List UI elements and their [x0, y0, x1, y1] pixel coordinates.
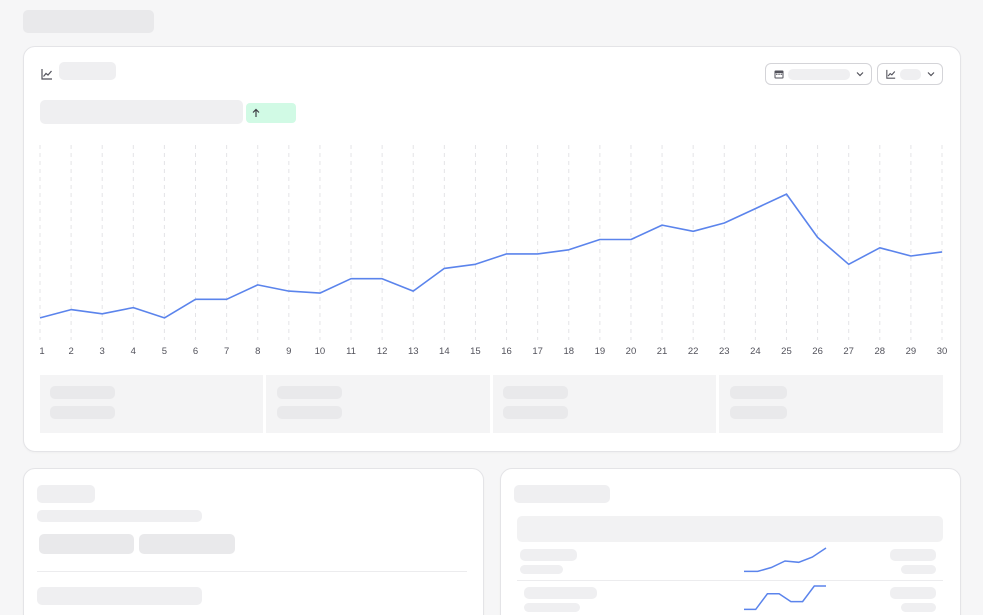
row-subvalue-placeholder	[901, 603, 936, 612]
x-tick-label: 16	[501, 346, 512, 357]
stat-label-placeholder	[277, 386, 342, 399]
x-tick-label: 8	[255, 346, 261, 357]
stat-label-placeholder	[50, 386, 115, 399]
x-tick-label: 12	[376, 346, 388, 357]
x-tick-label: 25	[781, 346, 792, 357]
x-tick-label: 21	[656, 346, 668, 357]
x-tick-label: 14	[439, 346, 450, 357]
card-title-placeholder	[37, 485, 95, 503]
divider	[517, 580, 943, 581]
arrow-up-icon	[252, 108, 260, 117]
sparkline-chart	[744, 547, 827, 573]
x-tick-label: 11	[346, 346, 356, 357]
row-label-placeholder	[520, 549, 577, 561]
filter-chip-placeholder[interactable]	[39, 534, 134, 554]
sparkline	[744, 585, 826, 611]
stat-cell	[493, 375, 716, 433]
row-sublabel-placeholder	[524, 603, 580, 612]
line-chart-icon	[41, 69, 52, 80]
stat-cell	[719, 375, 943, 433]
row-value-placeholder	[890, 587, 936, 599]
chevron-down-icon	[856, 72, 864, 77]
x-tick-label: 22	[687, 346, 699, 357]
x-tick-label: 2	[68, 346, 74, 357]
sparkline-chart	[744, 585, 826, 611]
x-tick-label: 5	[161, 346, 168, 357]
row-label-placeholder	[524, 587, 597, 599]
table-header-placeholder	[517, 516, 943, 542]
trend-badge	[246, 103, 296, 123]
x-tick-label: 7	[223, 346, 230, 357]
x-tick-label: 27	[843, 346, 854, 357]
chart-type-dropdown[interactable]	[877, 63, 943, 85]
x-tick-label: 4	[130, 346, 136, 357]
row-subvalue-placeholder	[901, 565, 936, 574]
x-tick-label: 23	[718, 346, 730, 357]
x-tick-label: 20	[625, 346, 637, 357]
x-tick-label: 28	[874, 346, 886, 357]
series-line	[39, 193, 943, 319]
card-title-placeholder	[514, 485, 610, 503]
x-tick-label: 17	[532, 346, 543, 357]
stat-cell	[40, 375, 263, 433]
line-chart-icon	[886, 69, 896, 79]
x-tick-label: 10	[314, 346, 326, 357]
card-subtitle-placeholder	[37, 510, 202, 522]
x-tick-label: 6	[192, 346, 199, 357]
x-tick-label: 1	[39, 346, 45, 357]
stat-value-placeholder	[50, 406, 115, 419]
x-tick-label: 26	[812, 346, 823, 357]
date-range-dropdown[interactable]	[765, 63, 872, 85]
x-tick-label: 13	[407, 346, 419, 357]
chart-type-value-placeholder	[900, 69, 921, 80]
stat-value-placeholder	[503, 406, 568, 419]
stat-label-placeholder	[730, 386, 787, 399]
metric-value-placeholder	[40, 100, 243, 124]
sparkline	[744, 547, 827, 573]
calendar-icon	[774, 70, 784, 79]
x-tick-label: 24	[750, 346, 761, 357]
page-title-placeholder	[23, 10, 154, 33]
x-tick-label: 3	[99, 346, 105, 357]
list-item-placeholder	[37, 587, 202, 605]
x-tick-label: 30	[936, 346, 948, 357]
filter-chip-placeholder[interactable]	[139, 534, 235, 554]
x-tick-label: 18	[563, 346, 575, 357]
stat-cell	[266, 375, 490, 433]
x-tick-label: 19	[594, 346, 606, 357]
x-tick-label: 15	[470, 346, 481, 357]
date-range-value-placeholder	[788, 69, 850, 80]
stat-value-placeholder	[277, 406, 342, 419]
chevron-down-icon	[927, 72, 935, 77]
x-tick-label: 29	[905, 346, 917, 357]
row-sublabel-placeholder	[520, 565, 563, 574]
stat-label-placeholder	[503, 386, 568, 399]
row-value-placeholder	[890, 549, 936, 561]
divider	[37, 571, 467, 572]
stat-value-placeholder	[730, 406, 787, 419]
x-tick-label: 9	[286, 346, 292, 357]
card-title-placeholder	[59, 62, 116, 80]
